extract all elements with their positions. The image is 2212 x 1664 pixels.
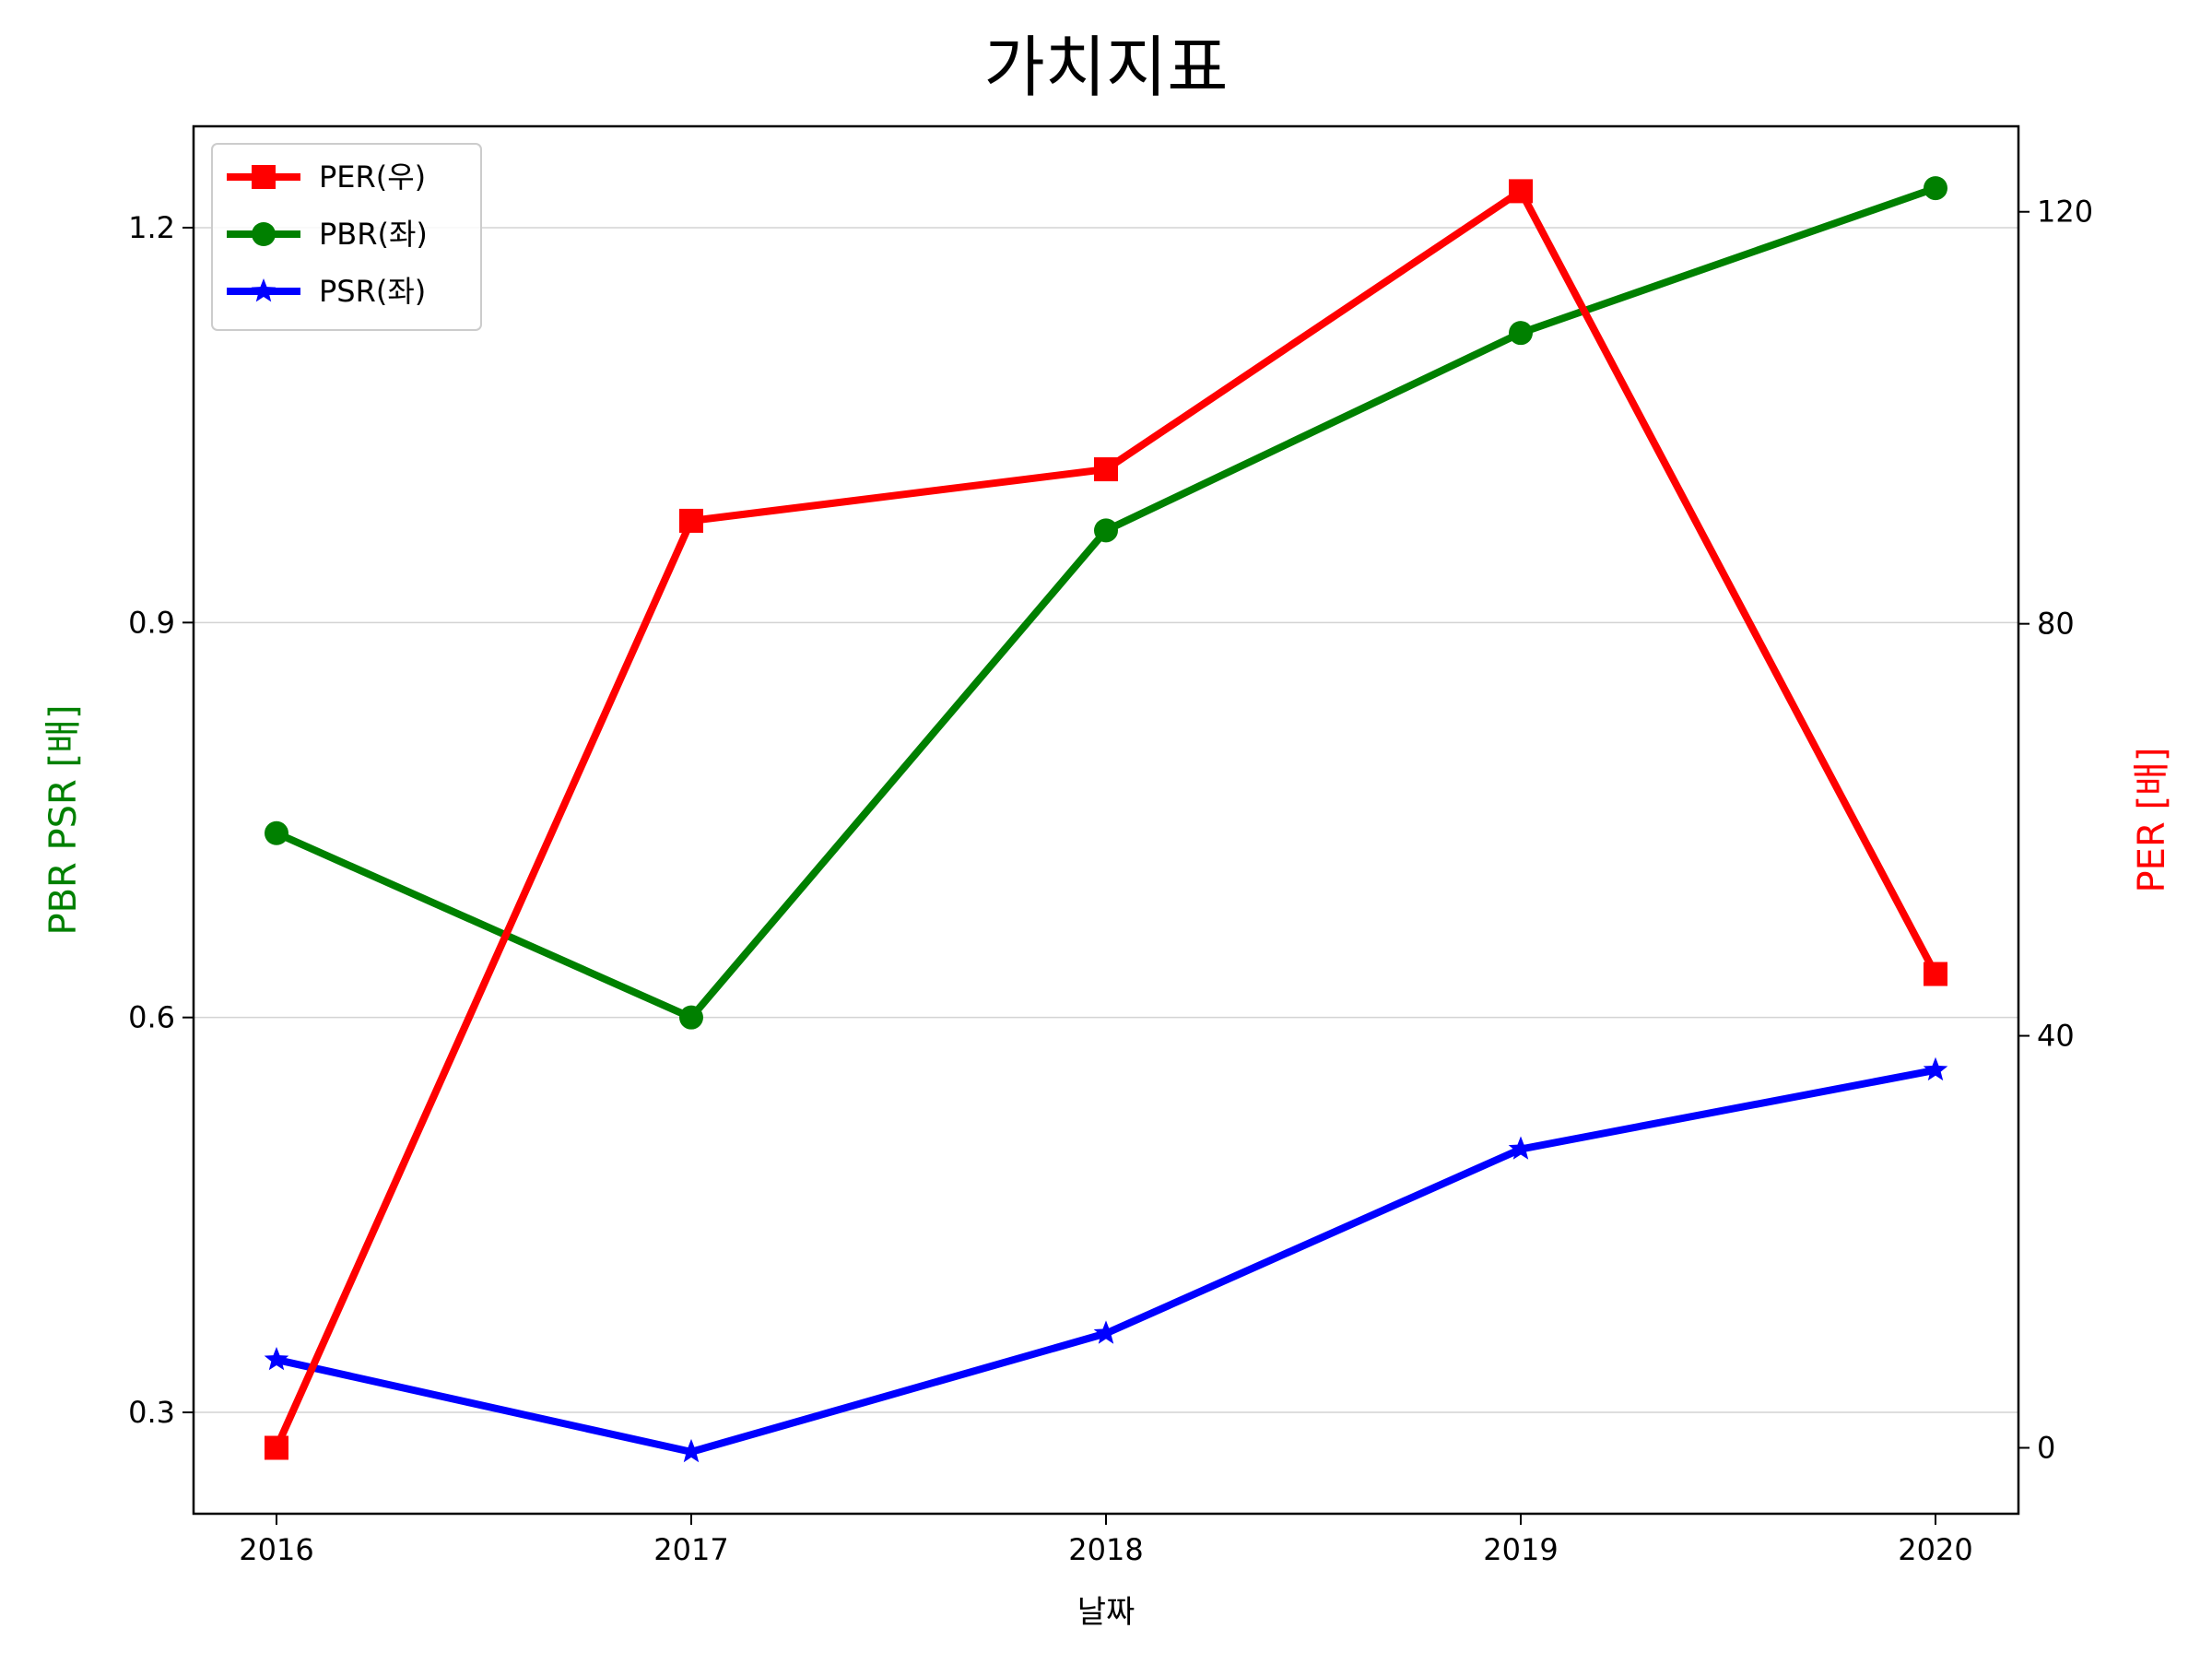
x-tick-label: 2016: [239, 1532, 313, 1567]
legend-entry: PSR(좌): [227, 274, 426, 309]
series-square-group: [265, 179, 1947, 1460]
legend-label: PER(우): [319, 159, 426, 195]
data-point-star: [1923, 1056, 1948, 1081]
legend-label: PBR(좌): [319, 217, 428, 252]
data-point-star: [251, 278, 276, 302]
data-point-star: [1508, 1136, 1534, 1160]
data-point-circle: [265, 820, 288, 845]
y-right-tick-label: 0: [2037, 1430, 2055, 1465]
y-left-tick-label: 0.3: [128, 1395, 175, 1430]
data-point-circle: [1509, 321, 1533, 346]
data-point-circle: [252, 222, 276, 246]
y-left-tick-label: 1.2: [128, 210, 175, 245]
legend: PER(우) PBR(좌) PSR(좌): [211, 143, 482, 331]
legend-label: PSR(좌): [319, 274, 426, 309]
y-left-tick-label: 0.6: [128, 1000, 175, 1035]
data-point-square: [252, 165, 276, 189]
x-tick-label: 2020: [1898, 1532, 1972, 1567]
y-right-tick-label: 120: [2037, 195, 2093, 230]
data-point-circle: [679, 1005, 703, 1030]
x-tick-label: 2017: [653, 1532, 728, 1567]
legend-entry: PER(우): [227, 159, 426, 195]
data-point-circle: [1094, 518, 1118, 543]
x-axis-label: 날짜: [1077, 1594, 1135, 1631]
data-point-square: [1509, 179, 1533, 204]
x-tick-label: 2019: [1483, 1532, 1558, 1567]
y-left-tick-label: 0.9: [128, 605, 175, 640]
legend-box: [211, 143, 482, 331]
legend-entry: PBR(좌): [227, 217, 428, 252]
series-circle-group: [265, 176, 1947, 1030]
data-point-square: [1924, 962, 1947, 986]
chart-title: 가치지표: [984, 29, 1229, 106]
x-tick-label: 2018: [1068, 1532, 1143, 1567]
y-axis-right-label: PER [배]: [2131, 748, 2173, 893]
y-right-tick-label: 80: [2037, 607, 2075, 642]
data-point-square: [679, 508, 703, 533]
data-point-star: [678, 1438, 704, 1463]
data-point-star: [1093, 1320, 1119, 1344]
data-point-star: [264, 1346, 289, 1371]
y-right-tick-label: 40: [2037, 1019, 2075, 1054]
series-layer: [264, 176, 1948, 1463]
series-star-group: [264, 1056, 1948, 1463]
data-point-square: [265, 1435, 288, 1460]
axes-ticks: 0.3 0.6 0.9 1.2 0 40 80 120 2016 2017 2018 2019 2020: [128, 195, 2093, 1567]
y-axis-left-label: PBR PSR [배]: [42, 704, 85, 935]
data-point-circle: [1924, 176, 1947, 201]
data-point-square: [1094, 457, 1118, 482]
